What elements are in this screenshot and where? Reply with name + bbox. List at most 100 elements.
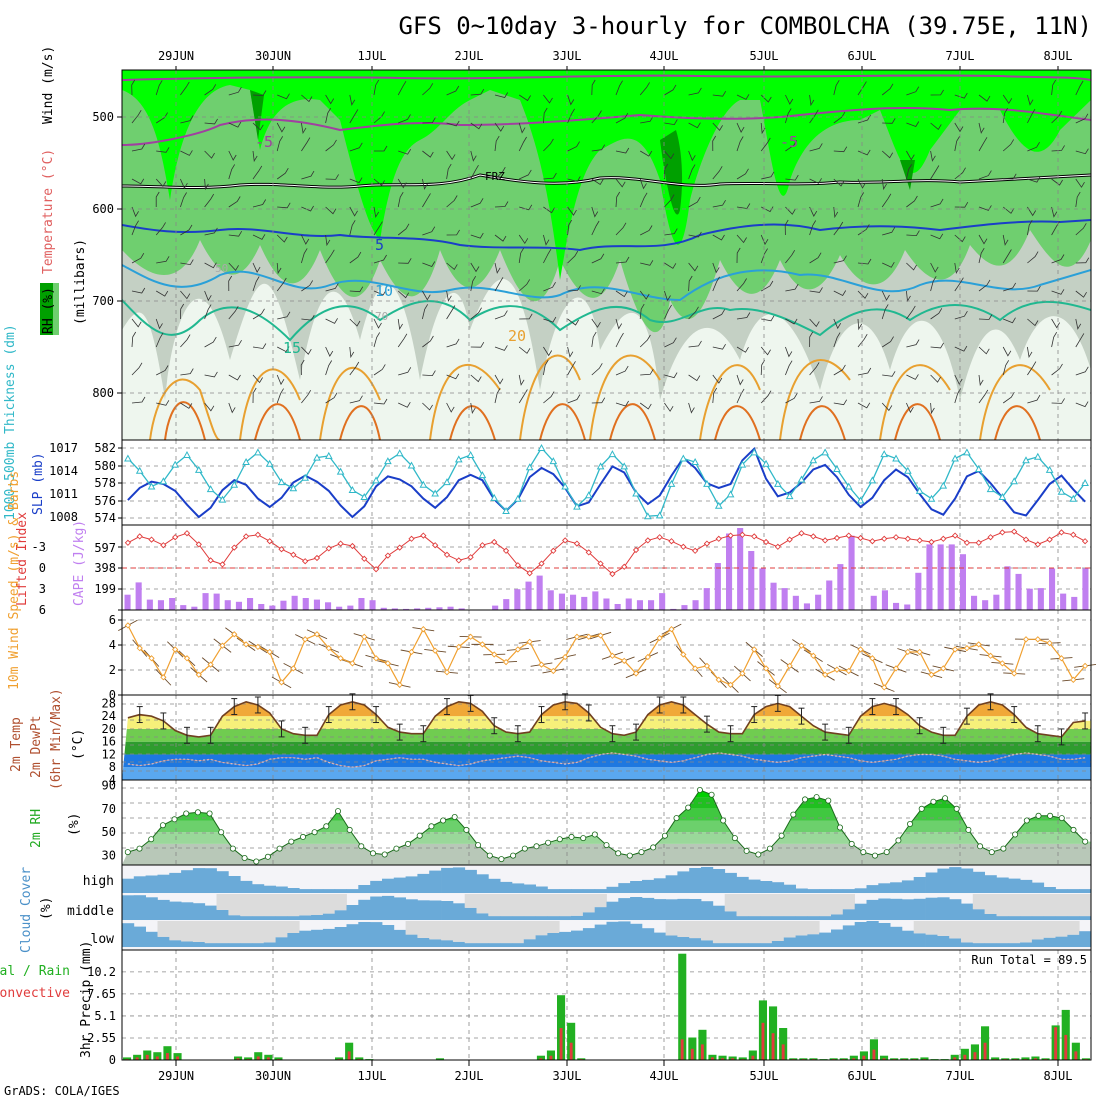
isotherm-20 — [149, 354, 1051, 440]
wind-barb — [131, 206, 139, 218]
cape-bar — [169, 598, 176, 610]
wind10m-marker — [703, 662, 711, 670]
wind10m-tick-label: 4 — [109, 638, 116, 652]
rh2m-marker — [159, 822, 166, 829]
cloud-gap — [181, 921, 194, 942]
cape-bar — [759, 568, 766, 610]
wind-barb — [276, 374, 285, 386]
cape-bar — [180, 605, 187, 610]
wind-barb — [712, 199, 726, 208]
cloud-gap — [1031, 894, 1045, 917]
cloud-cell — [334, 910, 347, 920]
wind-barb — [277, 346, 290, 353]
wind10m-marker — [632, 670, 640, 677]
wind-barb — [1051, 318, 1061, 329]
cloud-cell — [299, 889, 312, 893]
cape-tick-label: 199 — [94, 582, 116, 596]
wind-barb — [204, 371, 218, 378]
rh2m-marker — [743, 847, 750, 854]
cloud-cell — [949, 867, 962, 893]
wind-barb — [301, 234, 310, 245]
wind-barb — [228, 339, 242, 348]
cloud-cell — [642, 928, 655, 947]
isotherm-15 — [122, 299, 1091, 342]
rh-bands — [122, 790, 1091, 865]
cloud-cell — [771, 916, 785, 920]
wind-barb — [857, 258, 872, 265]
wind-barb — [664, 337, 677, 348]
wind-barb — [155, 80, 163, 96]
rh2m-marker — [965, 826, 972, 833]
wind-barb — [882, 371, 896, 377]
thickness-marker — [903, 466, 912, 474]
cape-bar — [971, 595, 978, 610]
wind-barb — [301, 170, 315, 180]
cloud-cell — [122, 923, 135, 947]
wind10m-marker — [1058, 655, 1065, 662]
wind-barb — [930, 402, 935, 415]
wind10m-marker — [727, 681, 734, 689]
cloud-cell — [689, 938, 702, 947]
wind-barb — [155, 178, 167, 188]
li-marker — [562, 537, 569, 544]
li-marker — [881, 535, 888, 542]
precip-tick-label: 0 — [109, 1053, 116, 1067]
wind-barb — [398, 401, 411, 408]
wind-barb — [180, 178, 188, 190]
cloud-cell — [559, 889, 572, 893]
wind-barb — [543, 281, 556, 292]
wind10m-marker — [183, 655, 191, 662]
cloud-cell — [1008, 878, 1021, 893]
cloud-gap — [240, 894, 253, 917]
wind-barb — [349, 220, 356, 236]
wind-barb — [954, 345, 968, 352]
temp2m-tick-label: 24 — [102, 709, 116, 723]
thickness-marker — [655, 511, 664, 519]
cloud-cell — [653, 899, 666, 920]
cloud-cell — [760, 916, 773, 920]
wind-barb — [664, 194, 675, 208]
cloud-gap — [275, 894, 288, 917]
li-marker — [1070, 531, 1077, 538]
wind-barb — [300, 359, 305, 376]
li-marker — [479, 542, 486, 549]
wind-barb — [785, 346, 793, 358]
cape-bar — [870, 595, 877, 610]
rh2m-marker — [381, 851, 388, 858]
footer-credit: GrADS: COLA/IGES — [4, 1084, 120, 1098]
cloud-cell — [925, 934, 938, 947]
wind10m-marker — [278, 679, 285, 686]
wind-barb — [881, 83, 894, 96]
cape-bar — [213, 593, 220, 610]
cloud-cell — [712, 905, 726, 920]
cloud-cell — [913, 898, 926, 920]
wind-barb — [639, 178, 647, 190]
wind10m-marker — [432, 647, 439, 654]
date-label-top: 1JUL — [358, 49, 387, 63]
wind-barb — [252, 308, 265, 320]
cloud-gap — [582, 894, 596, 913]
cloud-gap — [594, 894, 607, 908]
cloud-cell — [571, 930, 584, 947]
li-marker — [550, 547, 557, 554]
wind-barb — [252, 90, 267, 96]
cloud-cell — [429, 939, 442, 947]
precip-total-bar — [153, 1052, 162, 1060]
cloud-cell — [204, 905, 217, 920]
wind-barb — [228, 374, 241, 381]
li-marker — [160, 542, 167, 549]
wind-barb — [1027, 318, 1039, 327]
wind-barb — [712, 122, 723, 131]
rh-band — [122, 808, 1091, 821]
thickness-tick-label: 580 — [94, 459, 116, 473]
li-marker — [644, 537, 651, 544]
wind-barb — [349, 251, 362, 264]
precip-total-bar — [849, 1055, 858, 1060]
rh-bright-zone — [122, 70, 1091, 280]
wind-barb — [180, 150, 193, 156]
cape-bar — [726, 533, 733, 610]
cloud-cell — [559, 916, 572, 920]
cloud-cell — [287, 916, 300, 920]
rh2m-marker — [1023, 817, 1030, 824]
cloud-cell — [322, 889, 336, 893]
